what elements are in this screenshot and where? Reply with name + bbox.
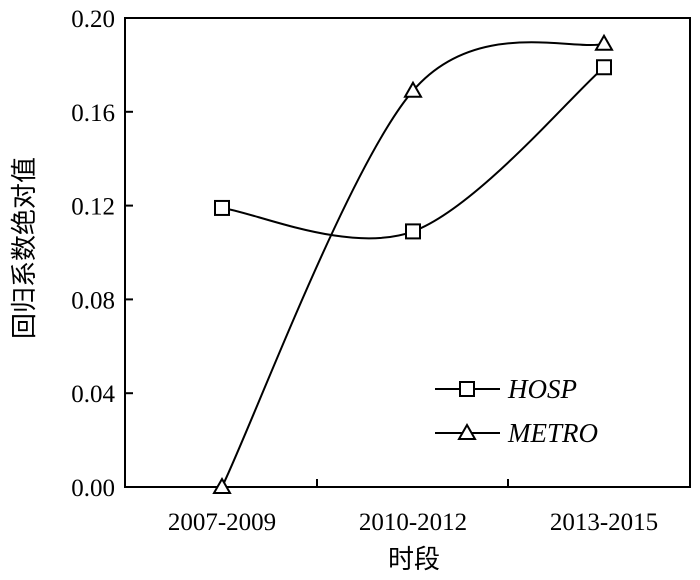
series-metro bbox=[212, 33, 614, 494]
y-axis-title: 回归系数绝对值 bbox=[10, 157, 40, 339]
legend-marker bbox=[459, 381, 475, 397]
legend-marker-hosp bbox=[459, 381, 475, 397]
legend-marker bbox=[457, 422, 477, 440]
x-tick-label: 2007-2009 bbox=[168, 509, 276, 536]
series-hosp bbox=[214, 59, 612, 240]
x-axis-labels: 2007-2009 2010-2012 2013-2015 bbox=[168, 509, 658, 536]
y-axis-ticks bbox=[125, 17, 133, 488]
data-point bbox=[596, 59, 612, 76]
y-axis-labels: 0.00 0.04 0.08 0.12 0.16 0.20 bbox=[71, 6, 115, 502]
legend-label-metro: METRO bbox=[507, 418, 598, 448]
y-tick-label: 0.04 bbox=[71, 381, 115, 408]
series-layer bbox=[212, 33, 614, 494]
x-axis-title: 时段 bbox=[388, 545, 440, 575]
data-point bbox=[594, 33, 614, 51]
plot-frame bbox=[124, 17, 691, 488]
plot-area bbox=[124, 17, 691, 494]
y-tick-label: 0.12 bbox=[71, 194, 115, 221]
legend-label-hosp: HOSP bbox=[507, 374, 577, 404]
x-tick-label: 2013-2015 bbox=[550, 509, 658, 536]
x-axis-ticks bbox=[316, 479, 509, 487]
data-point bbox=[405, 223, 421, 240]
x-tick-label: 2010-2012 bbox=[359, 509, 467, 536]
legend: HOSP METRO bbox=[435, 374, 598, 448]
y-tick-label: 0.20 bbox=[71, 6, 115, 33]
y-tick-label: 0.00 bbox=[71, 475, 115, 502]
y-tick-label: 0.08 bbox=[71, 287, 115, 314]
series-line bbox=[221, 41, 605, 488]
data-point bbox=[403, 80, 423, 98]
legend-marker-metro bbox=[457, 422, 477, 440]
data-point bbox=[212, 476, 232, 494]
y-tick-label: 0.16 bbox=[71, 100, 115, 127]
data-point bbox=[214, 199, 230, 216]
